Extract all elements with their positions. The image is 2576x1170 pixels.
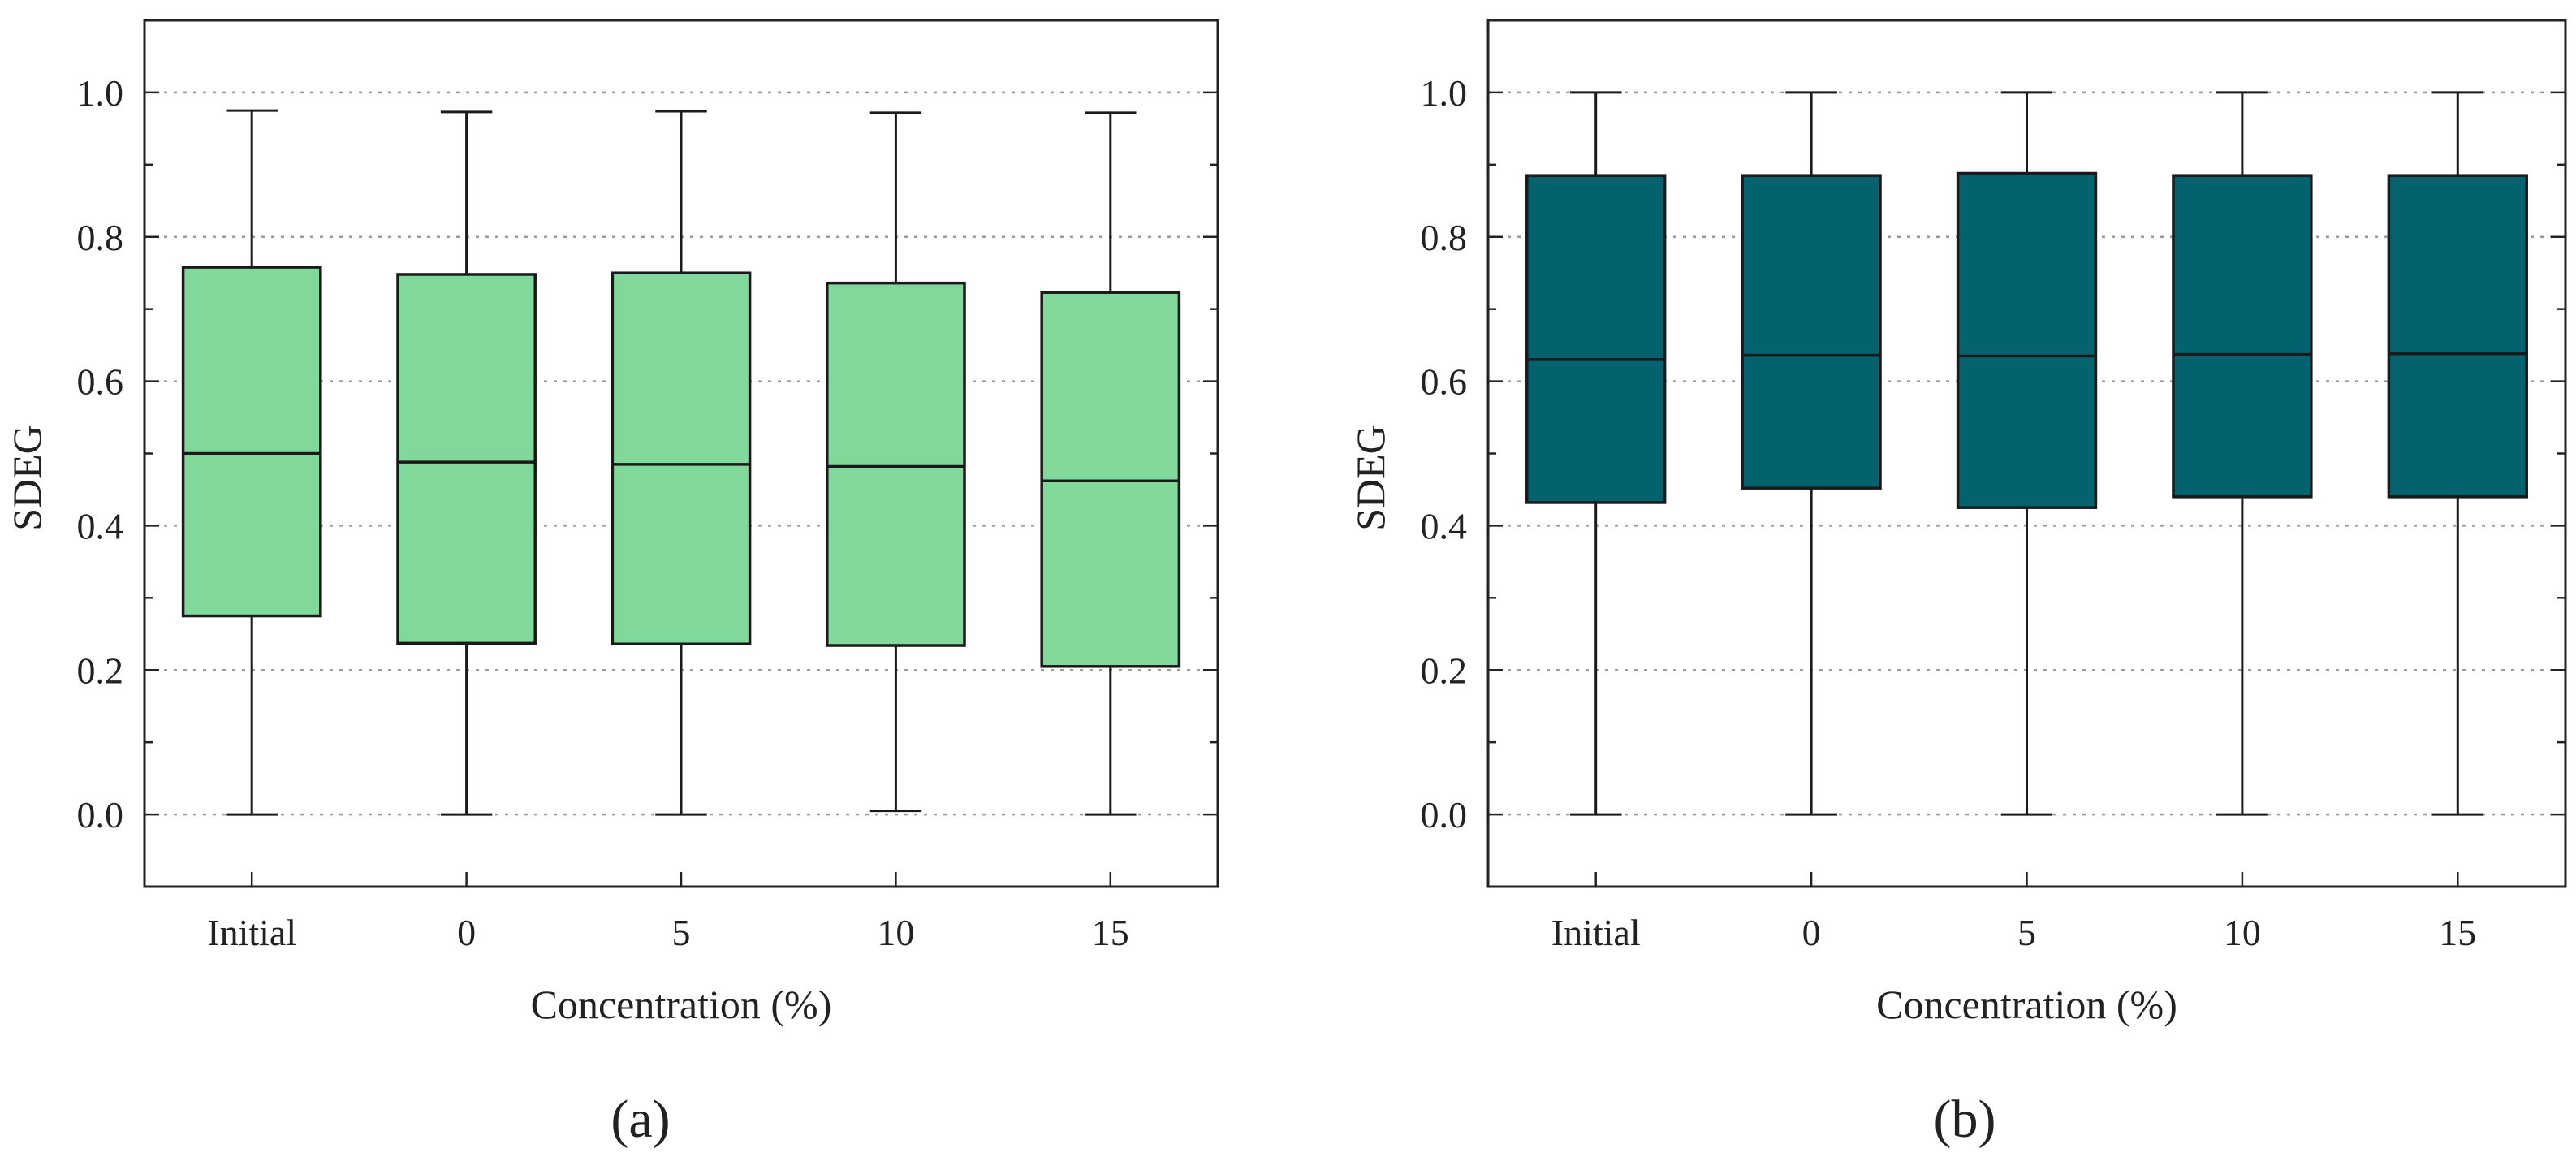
iqr-box	[1525, 174, 1667, 504]
y-tick-label: 0.2	[77, 650, 124, 691]
x-tick-label: 0	[1802, 912, 1821, 953]
x-tick-label: 5	[2017, 912, 2036, 953]
y-axis-title: SDEG	[4, 425, 50, 531]
iqr-box	[1040, 291, 1181, 668]
plot-frame	[143, 19, 1219, 888]
iqr-box	[826, 281, 966, 647]
x-tick-label: 5	[672, 912, 691, 953]
box-10	[826, 111, 966, 813]
y-tick-label: 1.0	[1421, 72, 1468, 114]
chart-a: 0.0 0.2 0.4 0.6 0.8 1.0 Initial 0 5 10 15 Concentra…	[4, 19, 1219, 1149]
box-Initial	[181, 109, 322, 816]
x-tick-label: Initial	[207, 912, 296, 953]
y-tick-label: 0.6	[77, 361, 124, 403]
box-0	[396, 110, 537, 816]
iqr-box	[181, 266, 322, 618]
y-tick-label: 1.0	[77, 72, 124, 114]
box-0	[1741, 91, 1882, 816]
y-tick-label: 0.8	[1421, 217, 1468, 258]
y-axis-title: SDEG	[1348, 425, 1393, 531]
box-5	[611, 110, 752, 816]
x-axis-title: Concentration (%)	[1876, 982, 2177, 1027]
x-axis-title: Concentration (%)	[531, 982, 832, 1027]
y-tick-label: 0.0	[77, 794, 124, 835]
y-tick-label: 0.4	[1421, 505, 1468, 546]
x-tick-label: Initial	[1551, 912, 1641, 953]
iqr-box	[2387, 174, 2528, 499]
box-15	[2387, 91, 2528, 816]
chart-b: 0.0 0.2 0.4 0.6 0.8 1.0 Initial 0 5 10 15 Concentra…	[1348, 19, 2567, 1149]
y-tick-label: 0.6	[1421, 361, 1468, 403]
iqr-box	[611, 271, 752, 645]
y-tick-label: 0.4	[77, 505, 124, 546]
panel-label: (a)	[611, 1090, 670, 1149]
iqr-box	[1741, 174, 1882, 490]
x-tick-label: 15	[2439, 912, 2476, 953]
box-10	[2172, 91, 2313, 816]
iqr-box	[396, 273, 537, 645]
iqr-box	[2172, 174, 2313, 499]
box-15	[1040, 111, 1181, 816]
x-tick-label: 15	[1092, 912, 1129, 953]
y-tick-label: 0.8	[77, 217, 124, 258]
x-tick-label: 0	[457, 912, 476, 953]
y-tick-label: 0.2	[1421, 650, 1468, 691]
panel-label: (b)	[1934, 1090, 1996, 1149]
x-tick-label: 10	[2224, 912, 2261, 953]
iqr-box	[1956, 171, 2098, 509]
y-tick-label: 0.0	[1421, 794, 1468, 835]
plot-frame	[1486, 19, 2567, 888]
x-tick-label: 10	[877, 912, 914, 953]
box-5	[1956, 91, 2098, 816]
box-Initial	[1525, 91, 1667, 816]
